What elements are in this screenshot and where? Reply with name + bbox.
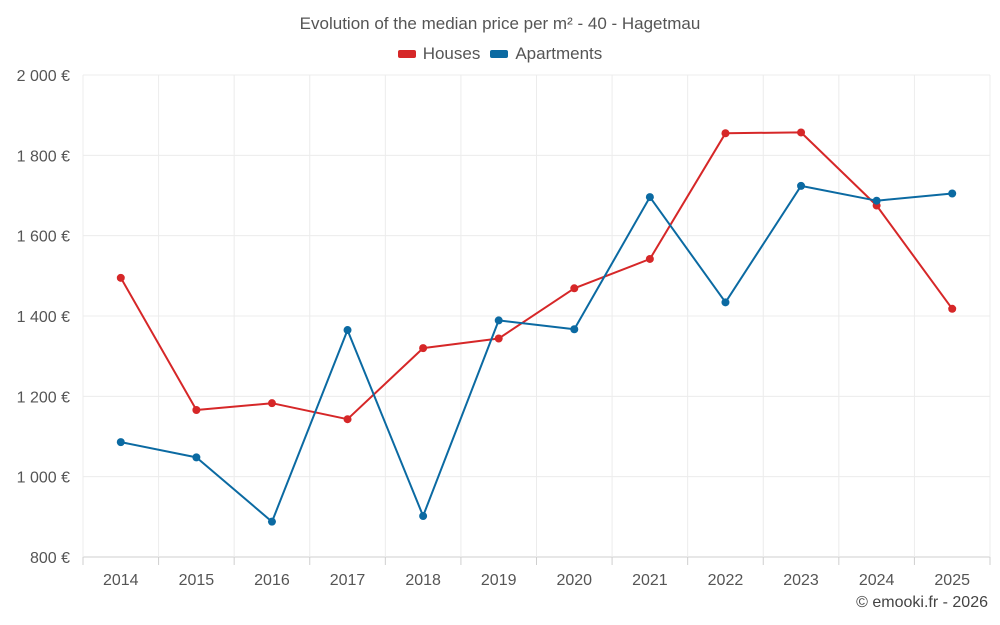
x-tick-label: 2020 (556, 572, 592, 589)
y-tick-label: 1 800 € (17, 148, 70, 165)
x-tick-label: 2023 (783, 572, 819, 589)
grid (82, 74, 991, 565)
y-tick-label: 1 200 € (17, 389, 70, 406)
x-tick-label: 2025 (934, 572, 970, 589)
y-tick-label: 2 000 € (17, 68, 70, 85)
data-point-apartments (343, 326, 352, 335)
x-tick-label: 2019 (481, 572, 517, 589)
x-tick-label: 2015 (179, 572, 215, 589)
series-line-houses (119, 131, 954, 421)
data-point-houses (645, 254, 654, 263)
data-point-apartments (419, 512, 428, 521)
data-point-apartments (797, 181, 806, 190)
chart-title: Evolution of the median price per m² - 4… (299, 14, 701, 33)
data-point-apartments (116, 438, 125, 447)
y-tick-label: 1 600 € (17, 229, 70, 246)
data-point-houses (419, 344, 428, 353)
data-point-apartments (721, 298, 730, 307)
y-tick-label: 1 400 € (17, 309, 70, 326)
data-point-apartments (645, 193, 654, 202)
data-point-houses (343, 415, 352, 424)
x-tick-label: 2017 (330, 572, 366, 589)
y-axis-ticks: 800 € 1 000 € 1 200 € 1 400 € 1 600 € 1 800 €… (17, 68, 70, 567)
data-point-houses (721, 129, 730, 138)
data-point-houses (570, 284, 579, 293)
data-point-apartments (570, 325, 579, 334)
x-tick-label: 2014 (103, 572, 139, 589)
x-axis-ticks: 2014 2015 2016 2017 2018 2019 2020 2021 2022 2023… (103, 572, 970, 589)
credit: © emooki.fr - 2026 (856, 594, 988, 611)
x-tick-label: 2021 (632, 572, 668, 589)
legend-item-houses[interactable]: Houses (397, 44, 481, 64)
legend-label-apartments: Apartments (515, 44, 603, 63)
legend-label-houses: Houses (422, 44, 481, 63)
data-point-houses (267, 399, 276, 408)
y-tick-label: 1 000 € (17, 470, 70, 487)
data-point-apartments (872, 196, 881, 205)
legend-item-apartments[interactable]: Apartments (490, 44, 602, 64)
x-tick-label: 2024 (859, 572, 895, 589)
series-line-apartments (120, 184, 953, 523)
apartments-swatch (490, 50, 509, 58)
data-point-houses (797, 128, 806, 137)
data-point-houses (192, 405, 201, 414)
data-point-houses (494, 334, 503, 343)
data-point-houses (948, 304, 957, 313)
x-tick-label: 2016 (254, 572, 290, 589)
data-point-apartments (948, 189, 957, 198)
data-point-apartments (192, 453, 201, 462)
series-layer (116, 128, 957, 526)
y-tick-label: 800 € (30, 550, 70, 567)
legend: Houses Apartments (0, 44, 1000, 64)
data-point-houses (116, 273, 125, 282)
x-tick-label: 2018 (405, 572, 441, 589)
data-point-apartments (494, 316, 503, 325)
data-point-apartments (267, 517, 276, 526)
x-tick-label: 2022 (708, 572, 744, 589)
houses-swatch (397, 50, 416, 58)
